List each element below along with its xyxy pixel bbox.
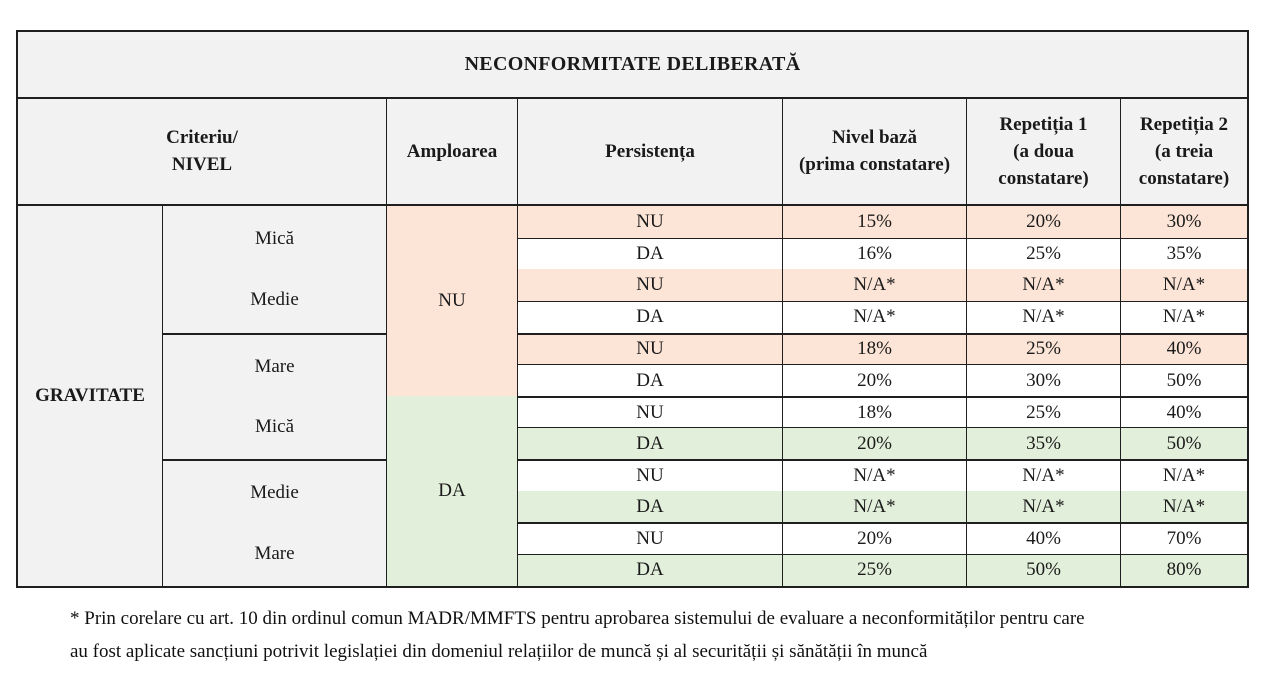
repetitia1-cell: 35% bbox=[966, 427, 1120, 460]
persistenta-cell: NU bbox=[517, 269, 782, 301]
level-label: Mică bbox=[254, 227, 295, 249]
nivel-baza-cell: 18% bbox=[782, 332, 966, 365]
persistenta-cell: DA bbox=[517, 554, 782, 586]
repetitia2-cell: N/A* bbox=[1120, 300, 1247, 333]
repetitia2-cell: N/A* bbox=[1120, 269, 1247, 301]
repetitia2-cell: 35% bbox=[1120, 237, 1247, 270]
header-amploarea: Amploarea bbox=[386, 98, 517, 204]
header-repetitia-1: Repetiția 1 (a doua constatare) bbox=[966, 98, 1120, 204]
header-nivel-baza: Nivel bază (prima constatare) bbox=[782, 98, 966, 204]
nivel-baza-cell: 16% bbox=[782, 237, 966, 270]
repetitia1-cell: 25% bbox=[966, 332, 1120, 365]
repetitia2-cell: N/A* bbox=[1120, 490, 1247, 523]
repetitia1-cell: N/A* bbox=[966, 490, 1120, 523]
persistenta-cell: DA bbox=[517, 237, 782, 270]
repetitia1-cell: N/A* bbox=[966, 300, 1120, 333]
persistenta-cell: NU bbox=[517, 206, 782, 238]
nivel-baza-cell: 20% bbox=[782, 522, 966, 555]
repetitia1-cell: 50% bbox=[966, 554, 1120, 586]
level-label: Mare bbox=[254, 355, 295, 377]
repetitia1-cell: 25% bbox=[966, 237, 1120, 270]
header-line: Nivel bază bbox=[832, 127, 917, 149]
nivel-baza-cell: N/A* bbox=[782, 300, 966, 333]
header-line: Persistența bbox=[605, 140, 695, 162]
repetitia2-cell: 40% bbox=[1120, 332, 1247, 365]
header-line: (a doua bbox=[1013, 140, 1074, 162]
level-label: Mică bbox=[254, 415, 295, 437]
footnote-line: * Prin corelare cu art. 10 din ordinul c… bbox=[70, 608, 1085, 629]
table-header-row: Criteriu/ NIVEL Amploarea Persistența Ni… bbox=[18, 98, 1247, 206]
amploarea-da-cell: DA bbox=[386, 395, 517, 586]
repetitia1-cell: 40% bbox=[966, 522, 1120, 555]
header-repetitia-2: Repetiția 2 (a treia constatare) bbox=[1120, 98, 1247, 204]
row-header-gravitate: GRAVITATE bbox=[18, 206, 162, 586]
persistenta-cell: DA bbox=[517, 427, 782, 460]
persistenta-cell: NU bbox=[517, 522, 782, 555]
level-label: Medie bbox=[250, 288, 299, 310]
persistenta-cell: DA bbox=[517, 490, 782, 523]
header-line: Repetiția 2 bbox=[1139, 113, 1229, 135]
level-label: Mare bbox=[254, 542, 295, 564]
header-criteriu-nivel: Criteriu/ NIVEL bbox=[18, 99, 386, 205]
repetitia1-cell: 20% bbox=[966, 206, 1120, 238]
header-line: Criteriu/ bbox=[166, 127, 238, 149]
header-line: NIVEL bbox=[171, 154, 233, 176]
level-cell-medie-mare: Medie Mare bbox=[162, 459, 386, 586]
nivel-baza-cell: 18% bbox=[782, 395, 966, 428]
header-line: Amploarea bbox=[406, 140, 498, 162]
repetitia2-cell: 80% bbox=[1120, 554, 1247, 586]
nivel-baza-cell: 20% bbox=[782, 364, 966, 396]
table-body: GRAVITATE Mică Medie Mare Mică Medie Mar… bbox=[18, 206, 1247, 586]
nivel-baza-cell: N/A* bbox=[782, 269, 966, 301]
repetitia2-cell: N/A* bbox=[1120, 459, 1247, 491]
repetitia2-cell: 50% bbox=[1120, 427, 1247, 460]
level-label: Medie bbox=[250, 482, 299, 504]
persistenta-cell: NU bbox=[517, 395, 782, 428]
header-line: (prima constatare) bbox=[798, 154, 951, 176]
footnote-line: au fost aplicate sancțiuni potrivit legi… bbox=[70, 641, 928, 662]
nivel-baza-cell: 15% bbox=[782, 206, 966, 238]
level-cell-mare-mica: Mare Mică bbox=[162, 332, 386, 460]
nivel-baza-cell: 20% bbox=[782, 427, 966, 460]
repetitia1-cell: N/A* bbox=[966, 269, 1120, 301]
nivel-baza-cell: N/A* bbox=[782, 490, 966, 523]
nivel-baza-cell: N/A* bbox=[782, 459, 966, 491]
persistenta-cell: DA bbox=[517, 300, 782, 333]
header-line: (a treia bbox=[1154, 140, 1214, 162]
repetitia2-cell: 40% bbox=[1120, 395, 1247, 428]
persistenta-cell: NU bbox=[517, 459, 782, 491]
table-title: NECONFORMITATE DELIBERATĂ bbox=[18, 32, 1247, 99]
repetitia1-cell: 30% bbox=[966, 364, 1120, 396]
amploarea-nu-cell: NU bbox=[386, 206, 517, 396]
header-line: Repetiția 1 bbox=[999, 113, 1088, 135]
repetitia1-cell: 25% bbox=[966, 395, 1120, 428]
persistenta-cell: NU bbox=[517, 332, 782, 365]
persistenta-cell: DA bbox=[517, 364, 782, 396]
level-cell-mica-medie: Mică Medie bbox=[162, 206, 386, 333]
nivel-baza-cell: 25% bbox=[782, 554, 966, 586]
header-persistenta: Persistența bbox=[517, 98, 782, 204]
repetitia1-cell: N/A* bbox=[966, 459, 1120, 491]
header-line: constatare) bbox=[998, 167, 1089, 189]
footnote: * Prin corelare cu art. 10 din ordinul c… bbox=[70, 602, 1220, 668]
sanction-table: NECONFORMITATE DELIBERATĂ Criteriu/ NIVE… bbox=[16, 30, 1249, 588]
header-line: constatare) bbox=[1138, 167, 1230, 189]
repetitia2-cell: 50% bbox=[1120, 364, 1247, 396]
repetitia2-cell: 70% bbox=[1120, 522, 1247, 555]
repetitia2-cell: 30% bbox=[1120, 206, 1247, 238]
